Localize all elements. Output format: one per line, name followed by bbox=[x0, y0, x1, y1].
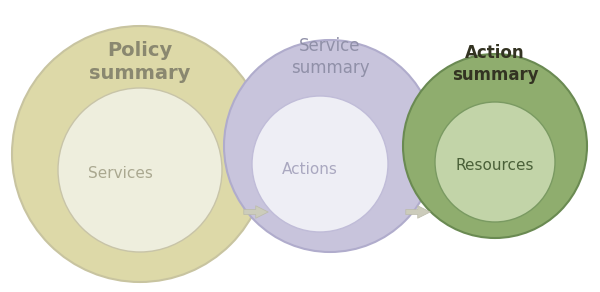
Text: Action
summary: Action summary bbox=[452, 44, 538, 84]
Text: Actions: Actions bbox=[282, 163, 338, 178]
Text: Resources: Resources bbox=[456, 159, 534, 173]
Circle shape bbox=[224, 40, 436, 252]
Circle shape bbox=[58, 88, 222, 252]
Text: Services: Services bbox=[88, 166, 152, 182]
Circle shape bbox=[12, 26, 268, 282]
Circle shape bbox=[403, 54, 587, 238]
Circle shape bbox=[252, 96, 388, 232]
Circle shape bbox=[435, 102, 555, 222]
Text: Service
summary: Service summary bbox=[290, 37, 370, 77]
Text: Policy
summary: Policy summary bbox=[89, 41, 191, 83]
